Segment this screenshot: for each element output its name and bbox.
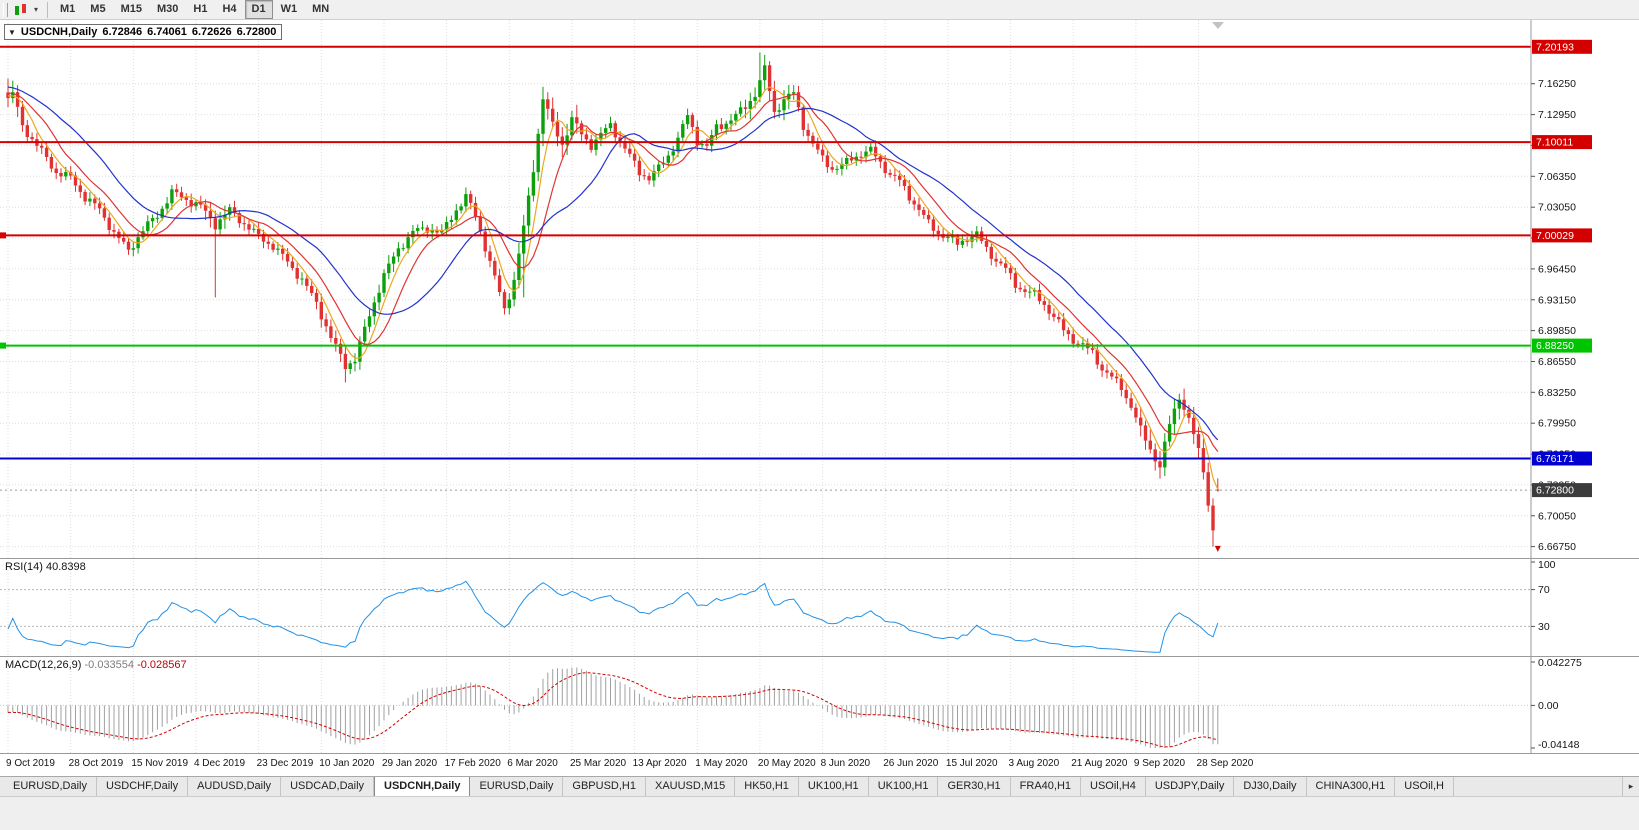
timeframe-button-m1[interactable]: M1 <box>60 3 76 15</box>
svg-text:-0.04148: -0.04148 <box>1538 739 1580 751</box>
toolbar-drag-handle[interactable] <box>3 2 8 17</box>
svg-text:7.00029: 7.00029 <box>1536 230 1574 242</box>
chart-low-value: 6.72626 <box>191 26 232 38</box>
chart-tab[interactable]: USDCNH,Daily <box>374 777 471 796</box>
date-label: 13 Apr 2020 <box>632 758 687 769</box>
window-bottom-strip <box>0 796 1639 830</box>
timeframe-button-d1[interactable]: D1 <box>244 0 273 19</box>
date-label: 4 Dec 2019 <box>193 758 246 769</box>
svg-text:6.83250: 6.83250 <box>1538 387 1576 399</box>
chart-tab[interactable]: USOil,H4 <box>1081 777 1146 796</box>
chart-tab[interactable]: CHINA300,H1 <box>1306 777 1396 796</box>
date-label: 9 Sep 2020 <box>1133 758 1186 769</box>
date-label: 1 May 2020 <box>695 758 748 769</box>
timeframe-button-h4[interactable]: H4 <box>222 3 237 15</box>
chart-tab[interactable]: HK50,H1 <box>735 777 799 796</box>
date-label: 17 Feb 2020 <box>444 758 501 769</box>
svg-text:0.00: 0.00 <box>1538 700 1559 712</box>
date-label: 3 Aug 2020 <box>1008 758 1060 769</box>
candlestick-chart-icon[interactable] <box>13 3 29 17</box>
svg-text:7.20193: 7.20193 <box>1536 41 1574 53</box>
collapse-icon[interactable]: ▼ <box>8 27 16 37</box>
macd-signal-value: -0.028567 <box>137 659 187 671</box>
chart-tab[interactable]: FRA40,H1 <box>1010 777 1082 796</box>
chart-ohlc-title: ▼ USDCNH,Daily 6.72846 6.74061 6.72626 6… <box>4 24 283 40</box>
macd-indicator-panel[interactable]: 0.042275 0.00 -0.04148 <box>0 656 1639 753</box>
date-label: 6 Mar 2020 <box>507 758 558 769</box>
chart-tab[interactable]: EURUSD,Daily <box>470 777 564 796</box>
chart-tab[interactable]: EURUSD,Daily <box>4 777 97 796</box>
svg-text:70: 70 <box>1538 584 1550 596</box>
svg-text:7.06350: 7.06350 <box>1538 171 1576 183</box>
svg-text:7.12950: 7.12950 <box>1538 109 1576 121</box>
timeframe-toolbar: ▾ M1 M5 M15 M30 H1 H4 D1 W1 MN <box>0 0 1639 20</box>
timeframe-button-mn[interactable]: MN <box>312 3 330 15</box>
svg-text:6.72800: 6.72800 <box>1536 485 1574 497</box>
timeframe-button-m30[interactable]: M30 <box>156 3 179 15</box>
macd-label: MACD(12,26,9) -0.033554 -0.028567 <box>5 659 187 671</box>
chart-tab[interactable]: UK100,H1 <box>798 777 869 796</box>
chart-tab[interactable]: USOil,H <box>1395 777 1454 796</box>
svg-text:6.88250: 6.88250 <box>1536 340 1574 352</box>
date-label: 28 Sep 2020 <box>1196 758 1254 769</box>
date-axis[interactable]: 9 Oct 2019 28 Oct 2019 15 Nov 2019 4 Dec 20… <box>0 753 1639 776</box>
macd-main-value: -0.033554 <box>84 659 135 671</box>
svg-text:7.10011: 7.10011 <box>1536 137 1573 149</box>
date-label: 9 Oct 2019 <box>6 758 55 769</box>
chart-tab[interactable]: AUDUSD,Daily <box>188 777 282 796</box>
svg-text:0.042275: 0.042275 <box>1538 657 1582 669</box>
main-price-chart[interactable]: 7.162507.129507.096507.063507.030506.997… <box>0 20 1639 558</box>
chart-tab[interactable]: XAUUSD,M15 <box>645 777 736 796</box>
rsi-value: 40.8398 <box>45 561 86 573</box>
date-label: 10 Jan 2020 <box>319 758 375 769</box>
date-label: 15 Jul 2020 <box>945 758 998 769</box>
date-label: 28 Oct 2019 <box>68 758 124 769</box>
chart-high-value: 6.74061 <box>147 26 187 38</box>
date-label: 15 Nov 2019 <box>131 758 189 769</box>
rsi-indicator-panel[interactable]: 100 70 30 <box>0 558 1639 656</box>
timeframe-button-m15[interactable]: M15 <box>120 3 142 15</box>
tab-scroll-right-icon[interactable]: ▸ <box>1622 777 1639 796</box>
svg-text:6.76171: 6.76171 <box>1536 453 1574 465</box>
chart-tab[interactable]: DJ30,Daily <box>1234 777 1307 796</box>
svg-text:6.70050: 6.70050 <box>1538 510 1576 522</box>
chart-tab-bar: EURUSD,Daily USDCHF,Daily AUDUSD,Daily USDC… <box>0 776 1639 796</box>
dropdown-caret-icon[interactable]: ▾ <box>33 5 38 14</box>
timeframe-button-m5[interactable]: M5 <box>90 3 106 15</box>
date-label: 23 Dec 2019 <box>256 758 314 769</box>
svg-text:7.03050: 7.03050 <box>1538 202 1576 214</box>
date-label: 21 Aug 2020 <box>1071 758 1128 769</box>
date-label: 26 Jun 2020 <box>883 758 939 769</box>
date-label: 20 May 2020 <box>757 758 816 769</box>
svg-text:6.96450: 6.96450 <box>1538 263 1576 275</box>
svg-text:100: 100 <box>1538 559 1556 571</box>
chart-tab[interactable]: UK100,H1 <box>868 777 939 796</box>
svg-text:6.93150: 6.93150 <box>1538 294 1576 306</box>
chart-open-value: 6.72846 <box>102 26 143 38</box>
svg-text:7.16250: 7.16250 <box>1538 78 1576 90</box>
date-label: 29 Jan 2020 <box>381 758 438 769</box>
timeframe-buttons: M1 M5 M15 M30 H1 H4 D1 W1 MN <box>53 0 336 19</box>
svg-text:6.66750: 6.66750 <box>1538 541 1576 553</box>
rsi-name: RSI(14) <box>5 561 43 573</box>
date-label: 25 Mar 2020 <box>569 758 627 769</box>
svg-text:30: 30 <box>1538 621 1550 633</box>
toolbar-separator <box>47 1 48 18</box>
rsi-label: RSI(14) 40.8398 <box>5 561 86 573</box>
chart-symbol-period: USDCNH,Daily <box>20 26 98 38</box>
date-label: 8 Jun 2020 <box>820 758 871 769</box>
svg-text:6.86550: 6.86550 <box>1538 356 1576 368</box>
svg-text:6.89850: 6.89850 <box>1538 325 1576 337</box>
chart-tab[interactable]: USDCAD,Daily <box>281 777 375 796</box>
svg-text:6.79950: 6.79950 <box>1538 418 1576 430</box>
chart-tab[interactable]: USDJPY,Daily <box>1145 777 1235 796</box>
timeframe-button-h1[interactable]: H1 <box>193 3 208 15</box>
chart-tab[interactable]: USDCHF,Daily <box>96 777 189 796</box>
chart-tab[interactable]: GBPUSD,H1 <box>563 777 646 796</box>
chart-close-value: 6.72800 <box>236 26 277 38</box>
chart-tab[interactable]: GER30,H1 <box>938 777 1011 796</box>
macd-name: MACD(12,26,9) <box>5 659 82 671</box>
timeframe-button-w1[interactable]: W1 <box>280 3 298 15</box>
